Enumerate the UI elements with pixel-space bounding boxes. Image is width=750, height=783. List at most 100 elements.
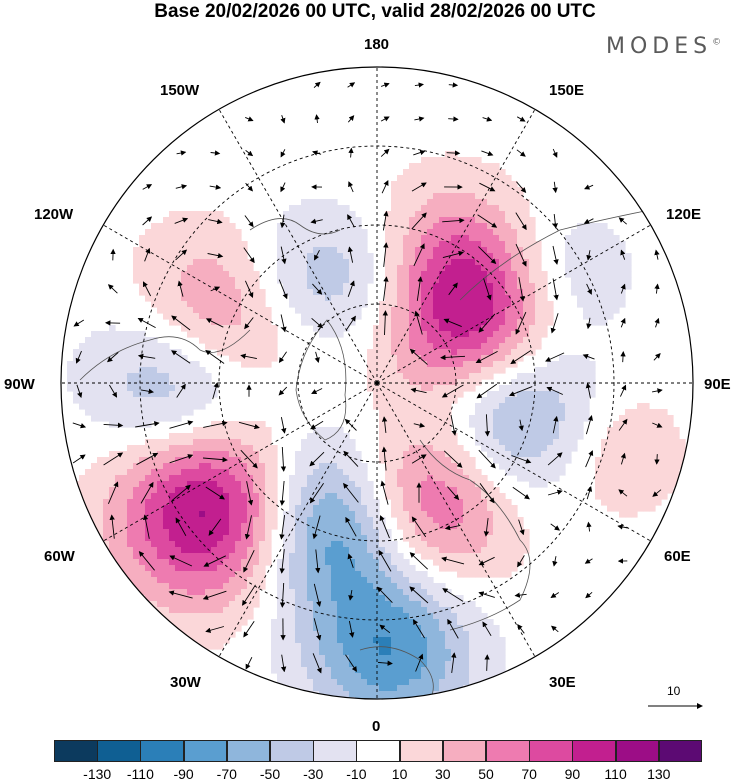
anomaly-cell — [181, 277, 188, 284]
anomaly-cell — [271, 661, 278, 668]
anomaly-cell — [181, 637, 188, 644]
anomaly-cell — [133, 403, 140, 410]
anomaly-cell — [511, 343, 518, 350]
anomaly-cell — [103, 373, 110, 380]
anomaly-cell — [103, 385, 110, 392]
anomaly-cell — [91, 547, 98, 554]
anomaly-cell — [517, 403, 524, 410]
anomaly-cell — [319, 565, 326, 572]
anomaly-cell — [391, 397, 398, 404]
anomaly-cell — [139, 505, 146, 512]
anomaly-cell — [199, 523, 206, 530]
anomaly-cell — [379, 559, 386, 566]
anomaly-cell — [139, 541, 146, 548]
anomaly-cell — [499, 265, 506, 272]
anomaly-cell — [313, 613, 320, 620]
anomaly-cell — [157, 559, 164, 566]
anomaly-cell — [439, 649, 446, 656]
anomaly-cell — [583, 229, 590, 236]
anomaly-cell — [301, 613, 308, 620]
anomaly-cell — [277, 661, 284, 668]
anomaly-cell — [319, 439, 326, 446]
anomaly-cell — [403, 625, 410, 632]
anomaly-cell — [361, 673, 368, 680]
anomaly-cell — [259, 571, 266, 578]
anomaly-cell — [115, 595, 122, 602]
anomaly-cell — [157, 469, 164, 476]
anomaly-cell — [295, 295, 302, 302]
anomaly-cell — [427, 265, 434, 272]
anomaly-cell — [391, 313, 398, 320]
anomaly-cell — [97, 577, 104, 584]
anomaly-cell — [379, 373, 386, 380]
anomaly-cell — [463, 343, 470, 350]
anomaly-cell — [439, 469, 446, 476]
anomaly-cell — [439, 667, 446, 674]
anomaly-cell — [415, 403, 422, 410]
anomaly-cell — [445, 433, 452, 440]
anomaly-cell — [457, 541, 464, 548]
anomaly-cell — [145, 469, 152, 476]
anomaly-cell — [439, 241, 446, 248]
anomaly-cell — [193, 451, 200, 458]
anomaly-cell — [355, 667, 362, 674]
anomaly-cell — [175, 277, 182, 284]
anomaly-cell — [325, 571, 332, 578]
anomaly-cell — [343, 247, 350, 254]
anomaly-cell — [403, 355, 410, 362]
anomaly-cell — [151, 391, 158, 398]
anomaly-cell — [433, 193, 440, 200]
anomaly-cell — [385, 469, 392, 476]
anomaly-cell — [445, 277, 452, 284]
anomaly-cell — [529, 481, 536, 488]
anomaly-cell — [289, 667, 296, 674]
anomaly-cell — [505, 211, 512, 218]
anomaly-cell — [289, 679, 296, 686]
anomaly-cell — [265, 439, 272, 446]
anomaly-cell — [481, 505, 488, 512]
anomaly-cell — [325, 529, 332, 536]
anomaly-cell — [379, 427, 386, 434]
anomaly-cell — [151, 535, 158, 542]
anomaly-cell — [385, 481, 392, 488]
anomaly-cell — [457, 493, 464, 500]
anomaly-cell — [343, 259, 350, 266]
anomaly-cell — [235, 289, 242, 296]
anomaly-cell — [265, 463, 272, 470]
anomaly-cell — [187, 217, 194, 224]
anomaly-cell — [373, 499, 380, 506]
anomaly-cell — [187, 523, 194, 530]
anomaly-cell — [373, 679, 380, 686]
anomaly-cell — [565, 235, 572, 242]
anomaly-cell — [349, 295, 356, 302]
anomaly-cell — [295, 205, 302, 212]
anomaly-cell — [355, 631, 362, 638]
anomaly-cell — [421, 373, 428, 380]
anomaly-cell — [229, 277, 236, 284]
anomaly-cell — [265, 487, 272, 494]
anomaly-cell — [295, 535, 302, 542]
anomaly-cell — [241, 481, 248, 488]
anomaly-cell — [469, 205, 476, 212]
anomaly-cell — [247, 301, 254, 308]
anomaly-cell — [85, 397, 92, 404]
anomaly-cell — [577, 301, 584, 308]
anomaly-cell — [391, 451, 398, 458]
anomaly-cell — [115, 571, 122, 578]
anomaly-cell — [481, 373, 488, 380]
anomaly-cell — [211, 421, 218, 428]
anomaly-cell — [409, 409, 416, 416]
anomaly-cell — [433, 499, 440, 506]
anomaly-cell — [415, 331, 422, 338]
anomaly-cell — [253, 271, 260, 278]
anomaly-cell — [193, 553, 200, 560]
anomaly-cell — [133, 361, 140, 368]
anomaly-cell — [427, 283, 434, 290]
anomaly-cell — [355, 277, 362, 284]
anomaly-cell — [169, 595, 176, 602]
anomaly-cell — [487, 511, 494, 518]
anomaly-cell — [175, 223, 182, 230]
anomaly-cell — [295, 565, 302, 572]
anomaly-cell — [175, 481, 182, 488]
anomaly-cell — [379, 403, 386, 410]
